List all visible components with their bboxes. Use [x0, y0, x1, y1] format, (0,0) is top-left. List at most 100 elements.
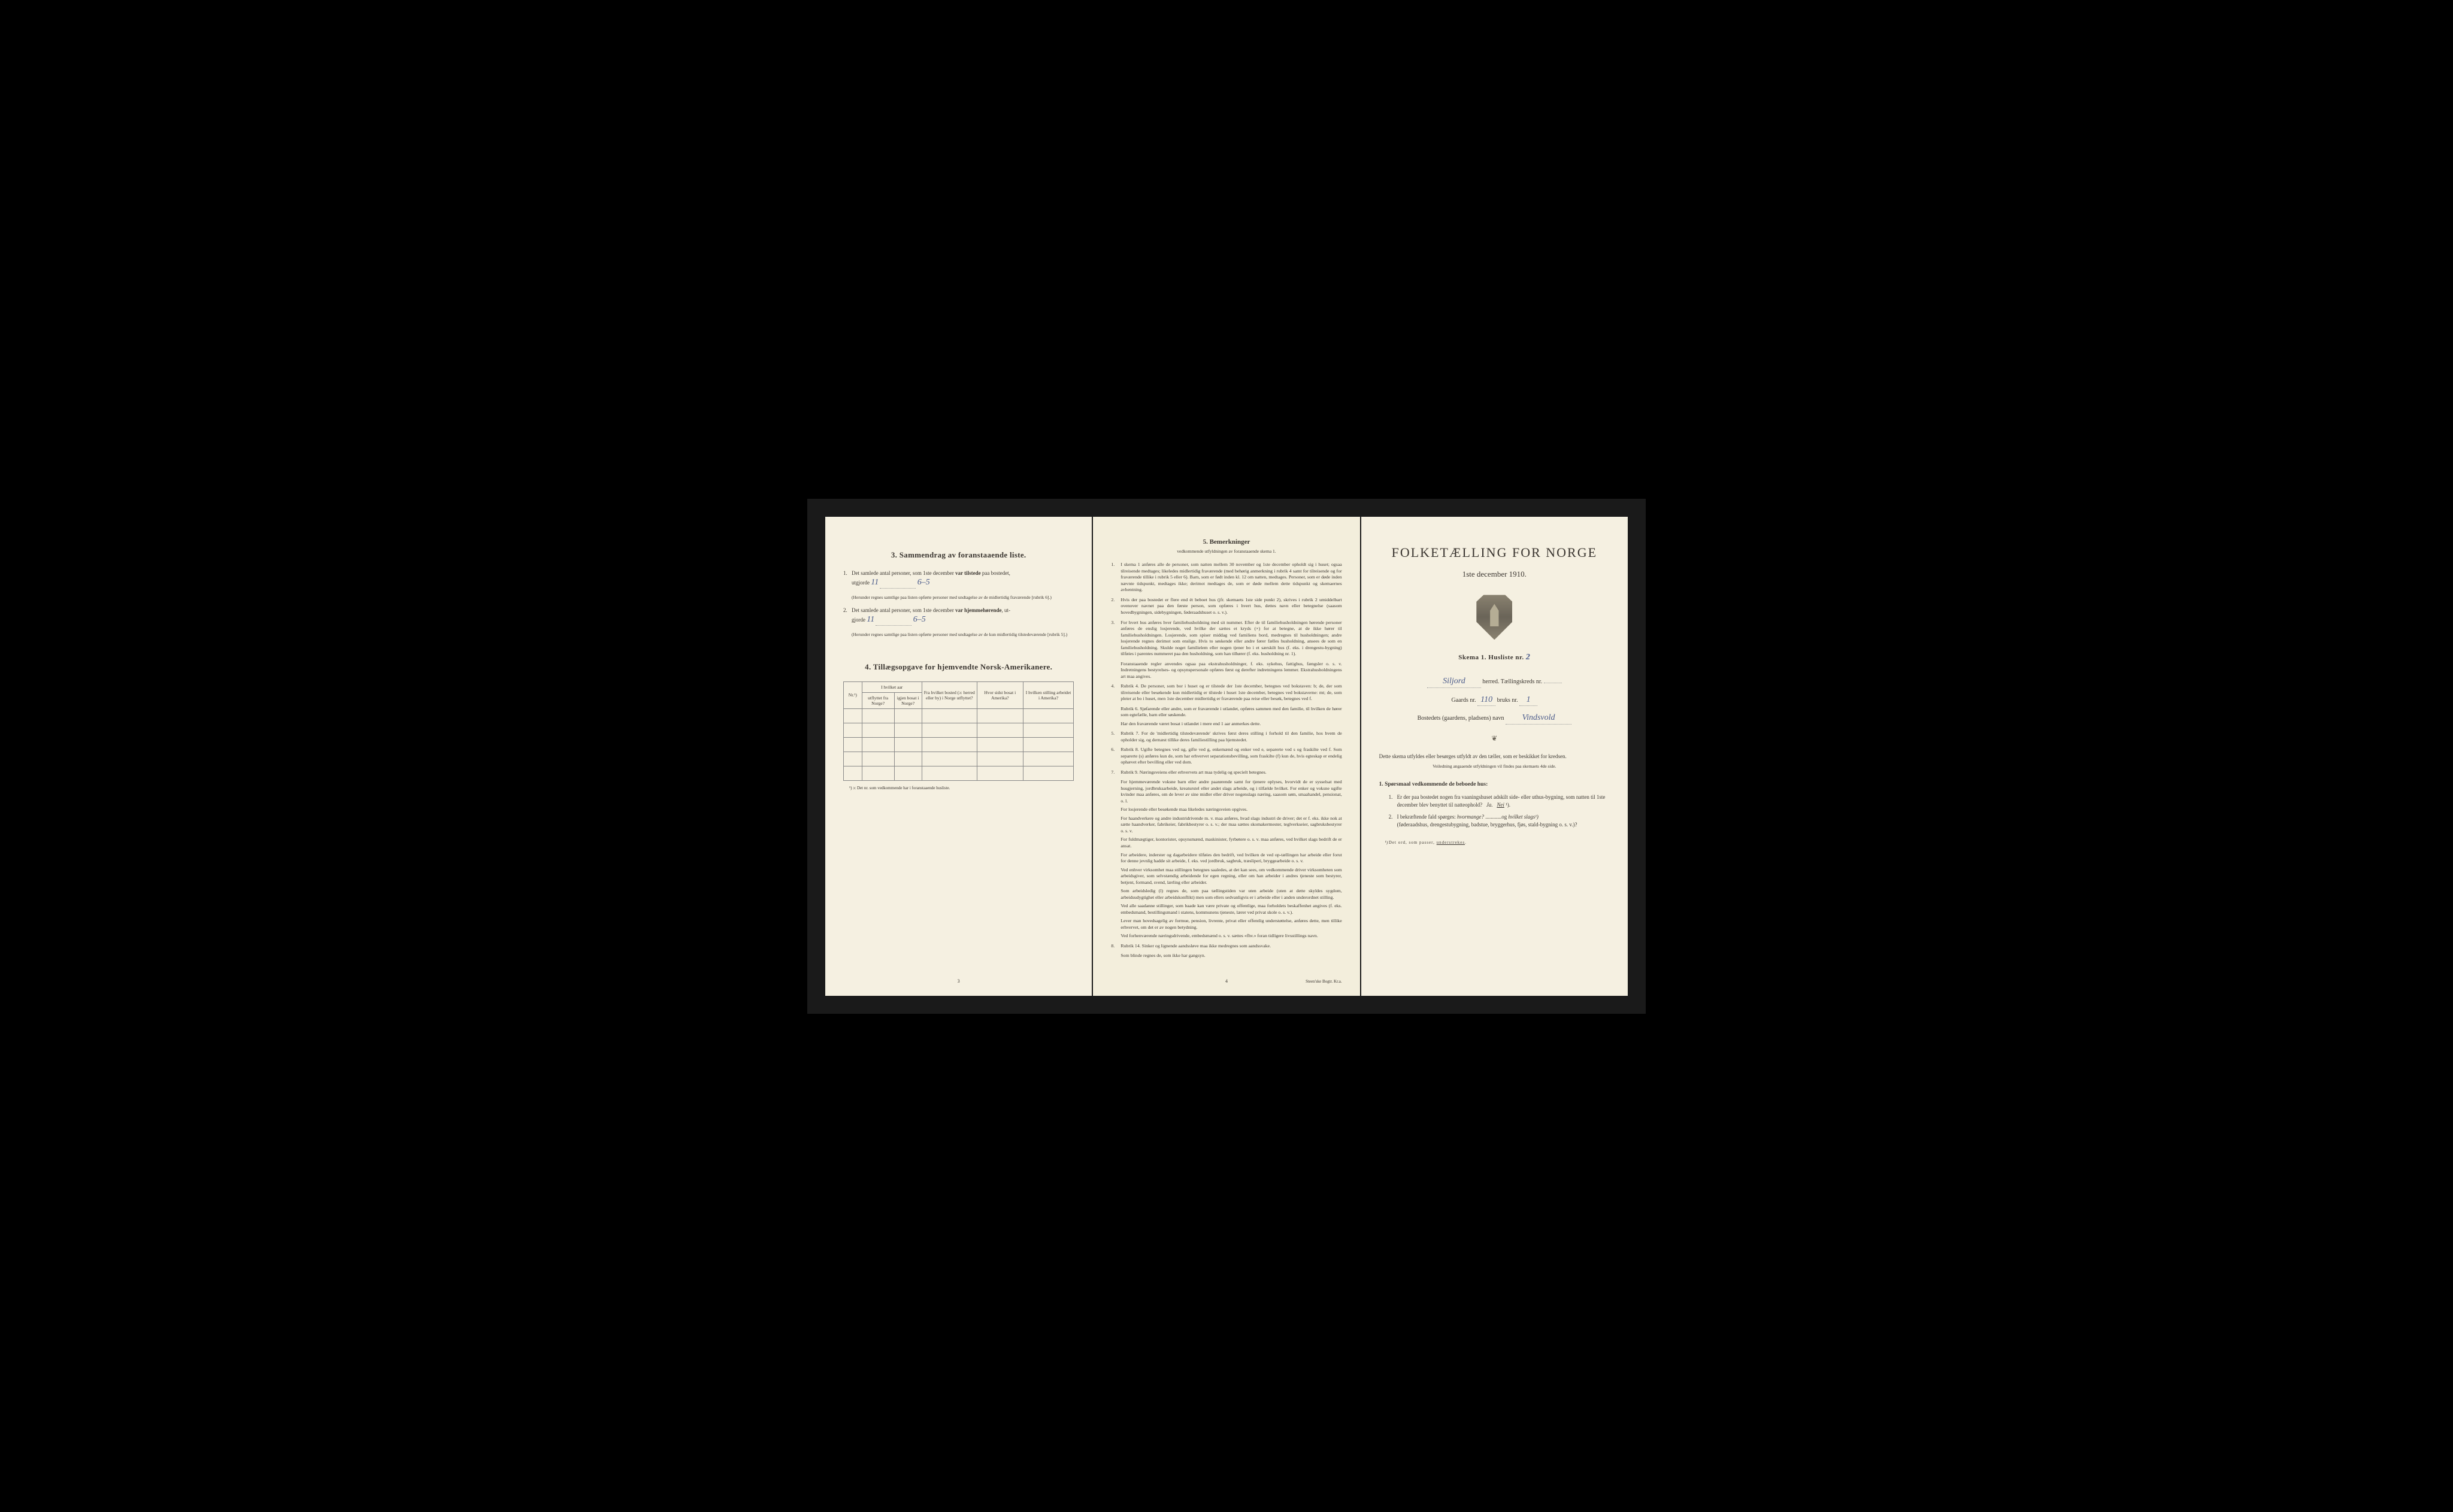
- remark-7-sub: Som arbeidsledig (l) regnes de, som paa …: [1120, 888, 1341, 901]
- remark-7-sub: Ved forhenværende næringsdrivende, embed…: [1120, 933, 1341, 940]
- fill-line: [880, 588, 916, 589]
- item2-bold: var hjemmehørende: [955, 607, 1001, 613]
- remark-7-sub: Lever man hovedsagelig av formue, pensio…: [1120, 918, 1341, 931]
- census-date: 1ste december 1910.: [1379, 569, 1610, 580]
- section-3-title: 3. Sammendrag av foranstaaende liste.: [843, 550, 1074, 560]
- herred-line: Siljord herred. Tællingskreds nr.: [1379, 675, 1610, 688]
- table-header-row: Nr.¹) I hvilket aar Fra hvilket bosted (…: [844, 681, 1074, 692]
- remark-text: Rubrik 8. Ugifte betegnes ved ug, gifte …: [1120, 747, 1341, 765]
- fill-line: [876, 625, 911, 626]
- herred-label: herred. Tællingskreds nr.: [1482, 678, 1542, 685]
- q2-ital: hvormange?: [1457, 814, 1484, 820]
- section-5-subtitle: vedkommende utfyldningen av foranstaaend…: [1111, 549, 1341, 555]
- ornament-icon: ❦: [1379, 734, 1610, 744]
- item1-bold: var tilstede: [955, 570, 981, 576]
- remark-6: 6.Rubrik 8. Ugifte betegnes ved ug, gift…: [1111, 747, 1341, 766]
- remark-2: 2.Hvis der paa bostedet er flere end ét …: [1111, 597, 1341, 616]
- item-number: 2.: [843, 607, 847, 614]
- item2-value-1: 11: [867, 615, 874, 624]
- item1-text-post: paa bostedet,: [981, 570, 1010, 576]
- skema-label: Skema 1. Husliste nr. 2: [1379, 652, 1610, 663]
- document-spread: 3. Sammendrag av foranstaaende liste. 1.…: [807, 499, 1646, 1014]
- husliste-nr: 2: [1526, 653, 1531, 662]
- section-4-title: 4. Tillægsopgave for hjemvendte Norsk-Am…: [843, 662, 1074, 672]
- remark-7-sub: For arbeidere, inderster og dagarbeidere…: [1120, 852, 1341, 865]
- norsk-amerikanere-table: Nr.¹) I hvilket aar Fra hvilket bosted (…: [843, 681, 1074, 781]
- remark-7-sub: For haandverkere og andre industridriven…: [1120, 816, 1341, 835]
- summary-item-1: 1. Det samlede antal personer, som 1ste …: [843, 569, 1074, 589]
- item2-value-2: 6–5: [913, 615, 926, 624]
- remark-8: 8.Rubrik 14. Sinker og lignende aandsslø…: [1111, 943, 1341, 950]
- item1-note: (Herunder regnes samtlige paa listen opf…: [843, 595, 1074, 601]
- col-utflyttet: utflyttet fra Norge?: [862, 692, 894, 708]
- item1-value-2: 6–5: [917, 578, 930, 587]
- instruction-text: Dette skema utfyldes eller besørges utfy…: [1379, 753, 1610, 760]
- col-stilling: I hvilken stilling arbeidet i Amerika?: [1023, 681, 1074, 708]
- item2-line2: gjorde: [852, 617, 867, 623]
- remark-7-sub: For fuldmægtiger, kontorister, opsynsmæn…: [1120, 837, 1341, 849]
- q2-ital2: hvilket slags¹): [1508, 814, 1538, 820]
- table-body: [844, 708, 1074, 780]
- col-amerika: Hvor sidst bosat i Amerika?: [977, 681, 1023, 708]
- col-aar-group: I hvilket aar: [862, 681, 922, 692]
- herred-value: Siljord: [1427, 675, 1481, 688]
- census-title: FOLKETÆLLING FOR NORGE: [1379, 544, 1610, 562]
- page-number: 3: [958, 978, 960, 984]
- q2-post: (føderaadshus, drengestubygning, badstue…: [1397, 822, 1577, 828]
- instruction-small: Veiledning angaaende utfyldningen vil fi…: [1379, 763, 1610, 770]
- remark-7-sub: For hjemmeværende voksne barn eller andr…: [1120, 779, 1341, 804]
- section-5-title: 5. Bemerkninger: [1111, 538, 1341, 547]
- col-nr: Nr.¹): [844, 681, 862, 708]
- remark-7: 7.Rubrik 9. Næringsveiens eller erhverve…: [1111, 769, 1341, 776]
- remark-1: 1.I skema 1 anføres alle de personer, so…: [1111, 562, 1341, 593]
- table-row: [844, 723, 1074, 737]
- gaards-line: Gaards nr. 110 bruks nr. 1: [1379, 694, 1610, 707]
- item-number: 1.: [843, 569, 847, 577]
- bosted-line: Bostedets (gaardens, pladsens) navn Vind…: [1379, 712, 1610, 725]
- gaards-label: Gaards nr.: [1452, 697, 1476, 704]
- remark-text: Rubrik 9. Næringsveiens eller erhvervets…: [1120, 769, 1266, 775]
- remark-text: I skema 1 anføres alle de personer, som …: [1120, 562, 1341, 592]
- q2-mid: ............og: [1484, 814, 1509, 820]
- remark-3: 3.For hvert hus anføres hver familiehush…: [1111, 620, 1341, 657]
- remark-text: Hvis der paa bostedet er flere end ét be…: [1120, 597, 1341, 615]
- printer-credit: Steen'ske Bogtr. Kr.a.: [1306, 979, 1342, 985]
- item1-text-pre: Det samlede antal personer, som 1ste dec…: [852, 570, 955, 576]
- item2-text-pre: Det samlede antal personer, som 1ste dec…: [852, 607, 955, 613]
- summary-item-2: 2. Det samlede antal personer, som 1ste …: [843, 607, 1074, 626]
- page-number: 4: [1225, 978, 1228, 984]
- bosted-value: Vindsvold: [1506, 712, 1571, 725]
- remark-4-sub-b: Har den fraværende været bosat i utlande…: [1120, 721, 1341, 728]
- remark-7-sub: Ved alle saadanne stillinger, som baade …: [1120, 903, 1341, 916]
- bruks-value: 1: [1519, 694, 1537, 707]
- remark-3-sub: Foranstaaende regler anvendes ogsaa paa …: [1120, 661, 1341, 680]
- table-footnote: ¹) ɔ: Det nr. som vedkommende har i fora…: [843, 786, 1074, 792]
- coat-of-arms-icon: [1476, 595, 1512, 640]
- item1-value-1: 11: [871, 578, 879, 587]
- gaards-value: 110: [1477, 694, 1495, 707]
- page-4: 5. Bemerkninger vedkommende utfyldningen…: [1093, 517, 1359, 996]
- remark-text: Rubrik 7. For de 'midlertidig tilstedevæ…: [1120, 731, 1341, 743]
- remark-text: Rubrik 14. Sinker og lignende aandssløve…: [1120, 943, 1271, 949]
- col-bosted: Fra hvilket bosted (ɔ: herred eller by) …: [922, 681, 977, 708]
- remark-4: 4.Rubrik 4. De personer, som bor i huset…: [1111, 683, 1341, 702]
- remark-4-sub-a: Rubrik 6. Sjøfarende eller andre, som er…: [1120, 706, 1341, 719]
- page-cover: FOLKETÆLLING FOR NORGE 1ste december 191…: [1361, 517, 1628, 996]
- q2-pre: I bekræftende fald spørges:: [1397, 814, 1457, 820]
- table-row: [844, 766, 1074, 780]
- remark-7-sub: Ved enhver virksomhet maa stillingen bet…: [1120, 867, 1341, 886]
- remark-8-sub: Som blinde regnes de, som ikke har gangs…: [1120, 953, 1341, 959]
- question-2: 2. I bekræftende fald spørges: hvormange…: [1389, 813, 1610, 828]
- table-row: [844, 737, 1074, 752]
- page-3: 3. Sammendrag av foranstaaende liste. 1.…: [825, 517, 1092, 996]
- skema-text: Skema 1. Husliste nr.: [1458, 654, 1524, 661]
- bruks-label: bruks nr.: [1497, 697, 1518, 704]
- item2-text-post: , ut-: [1001, 607, 1010, 613]
- col-igjen: igjen bosat i Norge?: [894, 692, 922, 708]
- item2-note: (Herunder regnes samtlige paa listen opf…: [843, 632, 1074, 638]
- question-1: 1. Er der paa bostedet nogen fra vaaning…: [1389, 793, 1610, 808]
- remark-7-sub: For losjerende eller besøkende maa likel…: [1120, 807, 1341, 813]
- table-row: [844, 708, 1074, 723]
- q1-text: Er der paa bostedet nogen fra vaaningshu…: [1397, 794, 1606, 808]
- remark-text: For hvert hus anføres hver familiehushol…: [1120, 620, 1341, 657]
